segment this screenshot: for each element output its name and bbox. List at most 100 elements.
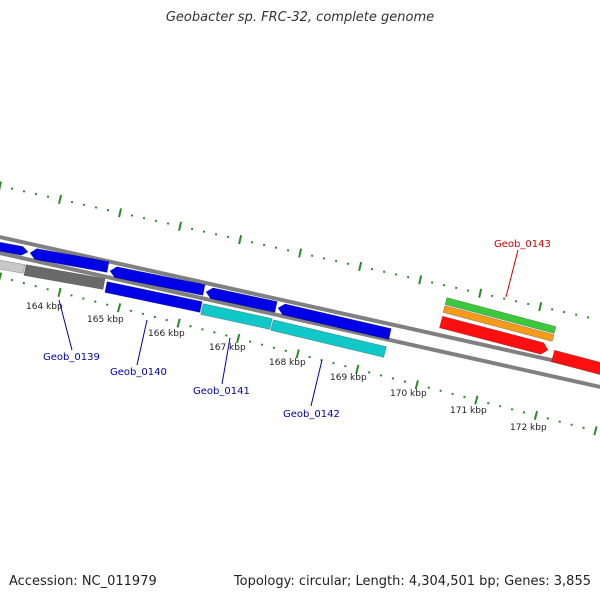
inner-tick-31 bbox=[367, 371, 371, 374]
scale-label-170: 170 kbp bbox=[390, 389, 427, 399]
inner-tick-26 bbox=[308, 355, 311, 359]
gene-cyan-1 bbox=[200, 303, 273, 330]
inner-tick-2 bbox=[22, 281, 26, 285]
gene-label-geob-0141[interactable]: Geob_0141 bbox=[193, 386, 250, 397]
inner-tick-20 bbox=[236, 333, 241, 344]
inner-tick-17 bbox=[201, 328, 204, 331]
backbone-line-upper bbox=[0, 235, 600, 373]
outer-tick-20 bbox=[238, 235, 243, 245]
inner-tick-21 bbox=[248, 340, 252, 343]
outer-tick-40 bbox=[478, 288, 483, 298]
inner-tick-33 bbox=[391, 377, 395, 380]
outer-tick-0 bbox=[0, 181, 2, 191]
gene-gray-light bbox=[0, 259, 26, 274]
inner-tick-30 bbox=[355, 364, 360, 374]
gene-green bbox=[444, 297, 557, 334]
gene-blue-reverse-2 bbox=[109, 266, 206, 296]
inner-tick-47 bbox=[558, 420, 561, 423]
connector-geob-0140 bbox=[136, 319, 148, 366]
gene-red-1 bbox=[439, 315, 549, 355]
gene-blue-lower bbox=[104, 281, 203, 313]
inner-tick-28 bbox=[332, 361, 335, 365]
inner-tick-42 bbox=[498, 404, 502, 408]
outer-tick-10 bbox=[118, 208, 122, 218]
outer-tick-5 bbox=[58, 194, 62, 205]
gene-label-geob-0140[interactable]: Geob_0140 bbox=[110, 367, 167, 378]
backbone-line-lower bbox=[0, 251, 600, 389]
genome-stats-text: Topology: circular; Length: 4,304,501 bp… bbox=[233, 574, 591, 589]
inner-tick-25 bbox=[295, 349, 300, 359]
inner-tick-6 bbox=[70, 294, 73, 297]
scale-label-165: 165 kbp bbox=[87, 315, 124, 325]
inner-tick-8 bbox=[94, 300, 97, 303]
inner-tick-39 bbox=[463, 395, 466, 399]
scale-label-168: 168 kbp bbox=[269, 358, 306, 368]
gene-labels: Geob_0139 Geob_0140 Geob_0141 Geob_0142 … bbox=[43, 239, 551, 420]
gene-label-geob-0142[interactable]: Geob_0142 bbox=[283, 409, 340, 420]
scale-label-171: 171 kbp bbox=[450, 406, 487, 416]
inner-tick-43 bbox=[510, 408, 514, 411]
inner-tick-24 bbox=[284, 349, 288, 353]
outer-tick-45 bbox=[538, 302, 543, 312]
genome-title: Geobacter sp. FRC-32, complete genome bbox=[165, 10, 435, 25]
connector-geob-0141 bbox=[221, 337, 231, 385]
inner-tick-29 bbox=[344, 365, 347, 368]
gene-label-geob-0143[interactable]: Geob_0143 bbox=[494, 239, 551, 250]
inner-tick-11 bbox=[129, 309, 133, 313]
inner-tick-14 bbox=[165, 318, 168, 322]
inner-tick-23 bbox=[272, 346, 276, 349]
gene-gray-dark bbox=[23, 264, 106, 290]
inner-tick-45 bbox=[533, 410, 539, 421]
outer-tick-25 bbox=[298, 248, 303, 258]
connector-geob-0142 bbox=[310, 359, 323, 407]
scale-label-172: 172 kbp bbox=[510, 423, 547, 433]
scale-label-169: 169 kbp bbox=[330, 373, 367, 383]
outer-tick-15 bbox=[178, 221, 183, 231]
inner-tick-50 bbox=[593, 426, 598, 436]
label-connectors bbox=[58, 249, 519, 407]
inner-tick-15 bbox=[176, 318, 181, 328]
gene-red-2 bbox=[551, 349, 600, 375]
accession-text: Accession: NC_011979 bbox=[9, 574, 157, 589]
inner-tick-36 bbox=[427, 386, 430, 389]
gene-cyan-2 bbox=[270, 319, 387, 358]
inner-tick-41 bbox=[487, 401, 490, 405]
inner-tick-40 bbox=[474, 395, 479, 405]
inner-tick-19 bbox=[225, 334, 228, 337]
connector-geob-0139 bbox=[58, 299, 73, 351]
inner-tick-32 bbox=[379, 374, 383, 377]
inner-tick-49 bbox=[582, 426, 585, 429]
inner-tick-7 bbox=[82, 297, 85, 300]
inner-tick-18 bbox=[213, 331, 216, 334]
inner-tick-9 bbox=[105, 303, 109, 306]
scale-label-167: 167 kbp bbox=[209, 343, 246, 353]
inner-tick-16 bbox=[189, 325, 192, 328]
gene-label-geob-0139[interactable]: Geob_0139 bbox=[43, 352, 100, 363]
genome-backbone bbox=[0, 235, 600, 389]
inner-tick-38 bbox=[451, 392, 454, 396]
scale-label-164: 164 kbp bbox=[26, 302, 63, 312]
inner-tick-5 bbox=[57, 287, 62, 297]
inner-tick-1 bbox=[10, 278, 14, 282]
inner-tick-46 bbox=[546, 417, 550, 420]
inner-tick-0 bbox=[0, 272, 3, 281]
inner-tick-12 bbox=[141, 312, 145, 316]
outer-tick-30 bbox=[358, 261, 363, 272]
gene-blue-forward-1 bbox=[0, 241, 29, 256]
inner-tick-48 bbox=[570, 423, 573, 426]
inner-tick-3 bbox=[34, 285, 37, 288]
inner-tick-22 bbox=[260, 343, 264, 346]
outer-tick-ring bbox=[0, 181, 590, 319]
inner-tick-10 bbox=[116, 303, 122, 313]
inner-tick-34 bbox=[403, 380, 407, 383]
gene-blue-reverse-3 bbox=[205, 287, 278, 313]
gene-blue-reverse-1 bbox=[29, 248, 110, 273]
scale-labels: 164 kbp 165 kbp 166 kbp 167 kbp 168 kbp … bbox=[26, 302, 547, 433]
inner-tick-44 bbox=[522, 411, 526, 414]
gene-track bbox=[0, 241, 600, 375]
scale-label-166: 166 kbp bbox=[148, 329, 185, 339]
outer-tick-35 bbox=[418, 275, 423, 285]
connector-geob-0143 bbox=[505, 249, 519, 298]
inner-tick-37 bbox=[439, 389, 442, 393]
